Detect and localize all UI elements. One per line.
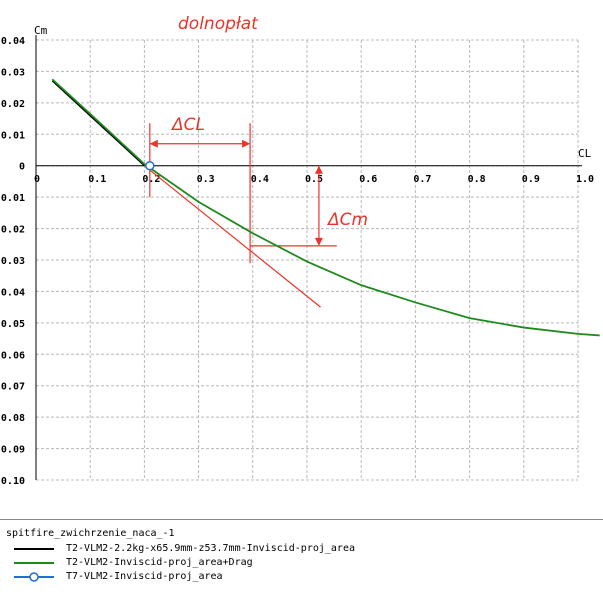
series bbox=[51, 78, 600, 337]
y-tick-label: -0.04 bbox=[0, 287, 25, 298]
legend-label: T7-VLM2-Inviscid-proj_area bbox=[66, 571, 223, 582]
x-tick-label: 0.6 bbox=[359, 174, 377, 185]
y-tick-label: -0.05 bbox=[0, 319, 25, 330]
x-tick-label: 0.4 bbox=[251, 174, 269, 185]
x-tick-label: 0 bbox=[34, 174, 40, 185]
legend-item-green: T2-VLM2-Inviscid-proj_area+Drag bbox=[0, 556, 603, 570]
annotation-arrowhead bbox=[314, 165, 323, 174]
y-tick-label: -0.09 bbox=[0, 445, 25, 456]
annotation-title: dolnopłat bbox=[178, 14, 259, 34]
y-tick-label: -0.07 bbox=[0, 382, 25, 393]
y-tick-label: -0.01 bbox=[0, 193, 25, 204]
legend: spitfire_zwichrzenie_naca_-1 T2-VLM2-2.2… bbox=[0, 519, 603, 601]
x-tick-label: 0.9 bbox=[522, 174, 540, 185]
axes bbox=[35, 35, 582, 480]
annotation-delta-cl: ΔCL bbox=[170, 115, 205, 135]
y-tick-label: -0.06 bbox=[0, 350, 25, 361]
series-line-1 bbox=[51, 78, 600, 337]
y-tick-label: -0.10 bbox=[0, 476, 25, 487]
annotations: dolnopłat ΔCL ΔCm bbox=[170, 14, 368, 230]
x-axis-label: CL bbox=[578, 147, 592, 160]
annotation-arrowhead bbox=[314, 237, 323, 246]
x-tick-label: 0.2 bbox=[142, 174, 160, 185]
y-tick-label: -0.08 bbox=[0, 413, 25, 424]
legend-label: T2-VLM2-2.2kg-x65.9mm-z53.7mm-Inviscid-p… bbox=[66, 543, 355, 554]
series-line-0 bbox=[51, 80, 145, 167]
y-tick-label: 0.03 bbox=[1, 67, 25, 78]
y-tick-label: 0.02 bbox=[1, 99, 25, 110]
legend-label: T2-VLM2-Inviscid-proj_area+Drag bbox=[66, 557, 253, 568]
annotation-arrowhead bbox=[242, 139, 251, 148]
legend-item-blue: T7-VLM2-Inviscid-proj_area bbox=[0, 570, 603, 584]
annotation-arrowhead bbox=[149, 139, 158, 148]
legend-title: spitfire_zwichrzenie_naca_-1 bbox=[6, 528, 175, 539]
legend-swatch-blue bbox=[14, 572, 54, 582]
x-tick-label: 0.3 bbox=[197, 174, 215, 185]
grid bbox=[36, 39, 579, 481]
tick-labels: 0 0.1 0.2 0.3 0.4 0.5 0.6 0.7 0.8 0.9 1.0 0.04 0.03 0… bbox=[0, 36, 594, 487]
x-tick-label: 0.5 bbox=[305, 174, 323, 185]
annotation-delta-cm: ΔCm bbox=[326, 210, 368, 230]
y-tick-label: -0.03 bbox=[0, 256, 25, 267]
legend-swatch-black bbox=[14, 548, 54, 550]
y-tick-label: 0.04 bbox=[1, 36, 25, 47]
series-marker-2 bbox=[145, 160, 155, 171]
y-axis-label: Cm bbox=[34, 24, 48, 37]
y-tick-label: 0.01 bbox=[1, 130, 25, 141]
legend-swatch-green bbox=[14, 562, 54, 564]
y-tick-label: 0 bbox=[19, 162, 25, 173]
x-tick-label: 0.7 bbox=[413, 174, 431, 185]
y-tick-label: -0.02 bbox=[0, 225, 25, 236]
x-tick-label: 0.1 bbox=[88, 174, 106, 185]
x-tick-label: 1.0 bbox=[576, 174, 594, 185]
annotation-tangent-line bbox=[144, 165, 321, 308]
x-tick-label: 0.8 bbox=[468, 174, 486, 185]
legend-item-black: T2-VLM2-2.2kg-x65.9mm-z53.7mm-Inviscid-p… bbox=[0, 542, 603, 556]
